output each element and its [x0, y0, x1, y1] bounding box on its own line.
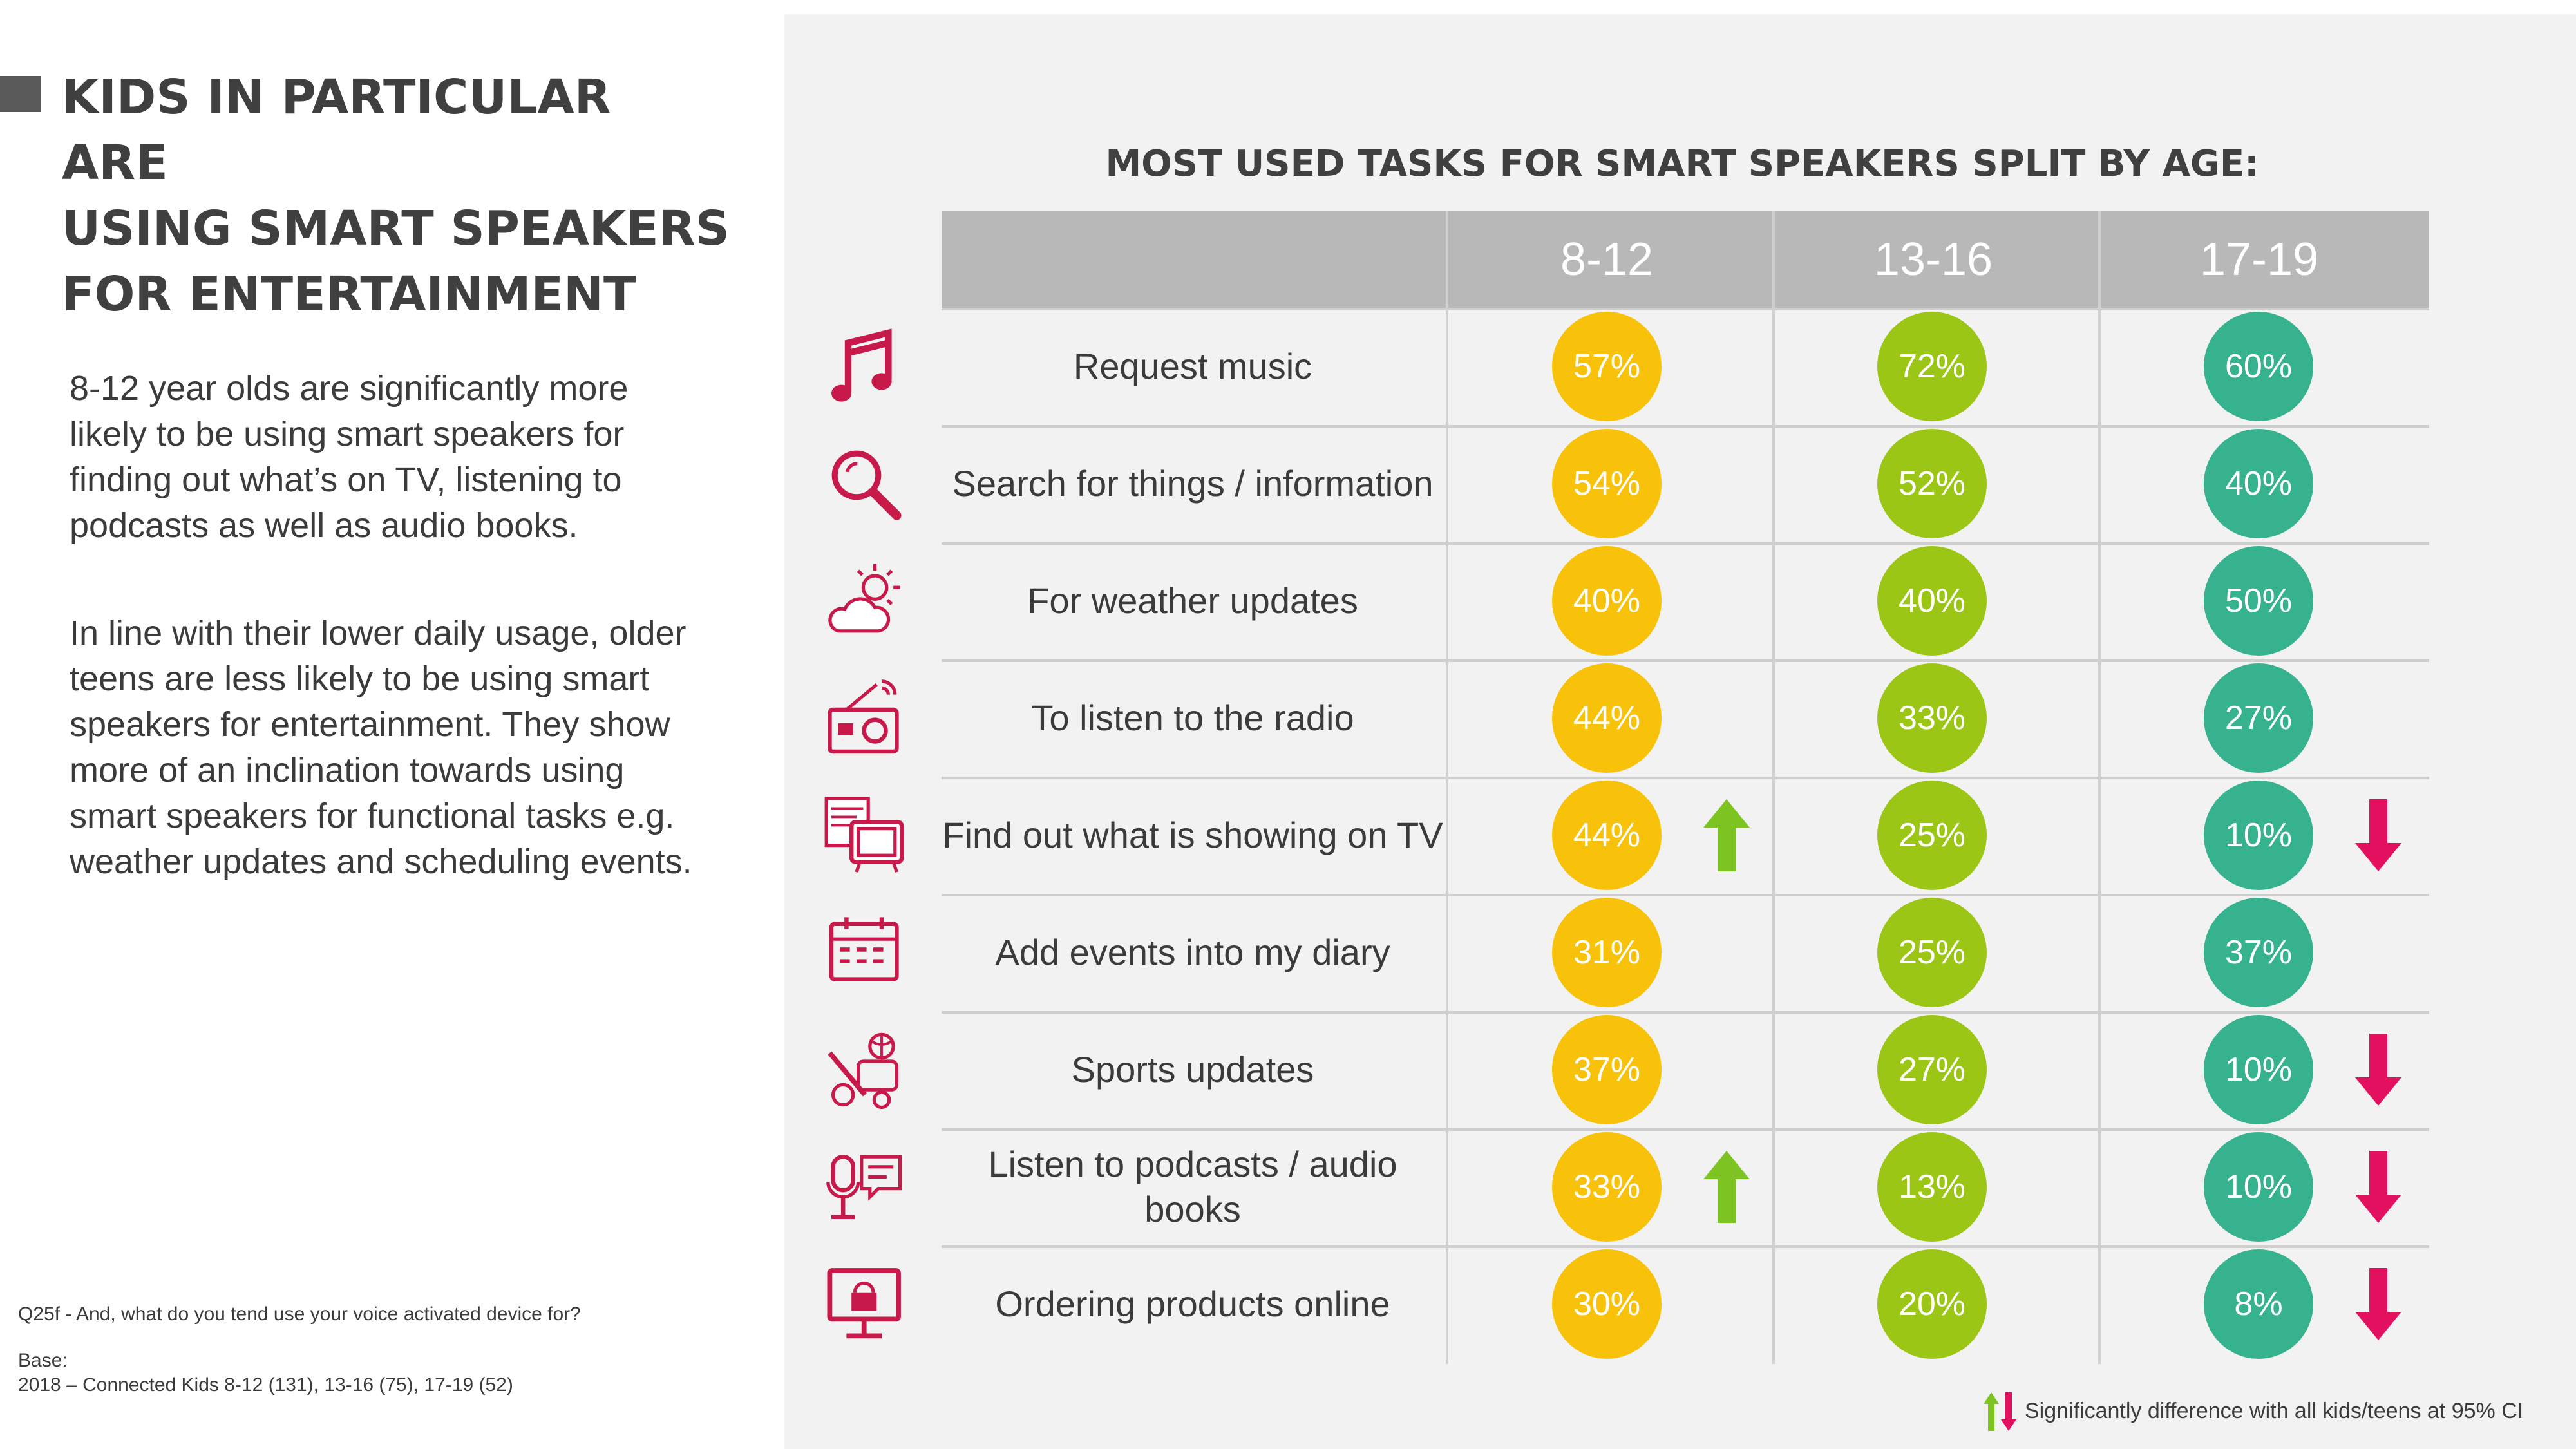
value-bubble-17-19: 8% [2204, 1249, 2313, 1359]
calendar-icon [829, 917, 899, 981]
value-bubble-17-19: 27% [2204, 663, 2313, 773]
value-bubble-17-19: 50% [2204, 546, 2313, 656]
task-label: For weather updates [1027, 580, 1358, 621]
arrow-down-shape [2355, 1268, 2401, 1340]
column-divider [2098, 211, 2101, 1364]
value-bubble-8-12: 40% [1552, 546, 1662, 656]
value-bubble-17-19: 60% [2204, 312, 2313, 421]
significance-up-arrow [1703, 799, 1750, 871]
task-label: Search for things / information [952, 463, 1434, 504]
significance-legend-icon [1984, 1392, 2016, 1431]
value-bubble-13-16: 13% [1877, 1132, 1987, 1242]
value-bubble-13-16: 25% [1877, 781, 1987, 890]
column-header-17-19: 17-19 [2199, 234, 2319, 285]
page-title: KIDS IN PARTICULAR ARE USING SMART SPEAK… [62, 64, 732, 327]
value-bubble-13-16: 33% [1877, 663, 1987, 773]
value-bubble-13-16: 72% [1877, 312, 1987, 421]
row-divider [942, 1011, 2429, 1014]
title-line: FOR ENTERTAINMENT [62, 267, 636, 322]
task-label: Find out what is showing on TV [942, 815, 1443, 855]
footnote-base-label: Base: [18, 1350, 68, 1371]
row-divider [942, 777, 2429, 779]
title-line: KIDS IN PARTICULAR ARE [62, 70, 611, 191]
value-bubble-8-12: 33% [1552, 1132, 1662, 1242]
value-bubble-17-19: 10% [2204, 1132, 2313, 1242]
legend-up-arrow [1984, 1392, 1999, 1431]
radio-icon [828, 679, 899, 754]
task-label: To listen to the radio [1031, 697, 1354, 738]
value-bubble-17-19: 10% [2204, 1015, 2313, 1124]
value-bubble-13-16: 27% [1877, 1015, 1987, 1124]
column-header-13-16: 13-16 [1873, 234, 1993, 285]
significance-down-arrow [2355, 799, 2401, 871]
value-bubble-13-16: 40% [1877, 546, 1987, 656]
tv-guide-icon [824, 797, 904, 873]
arrow-down-shape [2355, 1034, 2401, 1106]
sun-cloud-icon [828, 564, 900, 633]
legend-down-arrow [2001, 1392, 2016, 1431]
value-bubble-8-12: 37% [1552, 1015, 1662, 1124]
value-bubble-8-12: 57% [1552, 312, 1662, 421]
arrow-down-shape [2355, 1151, 2401, 1223]
footnote-base: Base: 2018 – Connected Kids 8-12 (131), … [18, 1349, 513, 1397]
significance-legend-text: Significantly difference with all kids/t… [2025, 1399, 2524, 1423]
value-bubble-13-16: 52% [1877, 429, 1987, 538]
row-divider [942, 308, 2429, 310]
sports-icon [828, 1032, 898, 1110]
value-bubble-8-12: 44% [1552, 663, 1662, 773]
significance-down-arrow [2355, 1268, 2401, 1340]
row-divider [942, 542, 2429, 545]
body-paragraph-2: In line with their lower daily usage, ol… [70, 614, 692, 881]
value-bubble-13-16: 20% [1877, 1249, 1987, 1359]
task-label: Request music [1073, 346, 1312, 386]
footnote-question: Q25f - And, what do you tend use your vo… [18, 1303, 581, 1325]
arrow-up-shape [1703, 1151, 1750, 1223]
footnote-base-detail: 2018 – Connected Kids 8-12 (131), 13-16 … [18, 1374, 513, 1396]
task-label: Sports updates [1071, 1049, 1314, 1090]
value-bubble-17-19: 40% [2204, 429, 2313, 538]
title-marker [0, 76, 41, 112]
column-header-8-12: 8-12 [1560, 234, 1654, 285]
value-bubble-8-12: 54% [1552, 429, 1662, 538]
row-divider [942, 1245, 2429, 1248]
title-line: USING SMART SPEAKERS [62, 201, 730, 256]
value-bubble-8-12: 31% [1552, 898, 1662, 1007]
task-label: Listen to podcasts / audio books [988, 1144, 1397, 1229]
arrow-down-shape [2355, 799, 2401, 871]
music-note-icon [831, 328, 892, 402]
significance-down-arrow [2355, 1034, 2401, 1106]
significance-up-arrow [1703, 1151, 1750, 1223]
row-divider [942, 894, 2429, 896]
table-header [942, 211, 2429, 308]
row-divider [942, 425, 2429, 428]
value-bubble-17-19: 37% [2204, 898, 2313, 1007]
column-divider [1446, 211, 1448, 1364]
magnifier-icon [831, 450, 902, 520]
online-shop-icon [827, 1268, 901, 1339]
arrow-up-shape [1703, 799, 1750, 871]
value-bubble-17-19: 10% [2204, 781, 2313, 890]
task-label: Ordering products online [995, 1283, 1390, 1324]
row-divider [942, 659, 2429, 662]
microphone-icon [826, 1154, 902, 1220]
value-bubble-8-12: 44% [1552, 781, 1662, 890]
chart-title: MOST USED TASKS FOR SMART SPEAKERS SPLIT… [1105, 143, 2259, 185]
significance-down-arrow [2355, 1151, 2401, 1223]
value-bubble-13-16: 25% [1877, 898, 1987, 1007]
value-bubble-8-12: 30% [1552, 1249, 1662, 1359]
row-divider [942, 1128, 2429, 1131]
body-paragraph-1: 8-12 year olds are significantly more li… [70, 369, 629, 545]
column-divider [1772, 211, 1775, 1364]
task-label: Add events into my diary [995, 932, 1390, 972]
